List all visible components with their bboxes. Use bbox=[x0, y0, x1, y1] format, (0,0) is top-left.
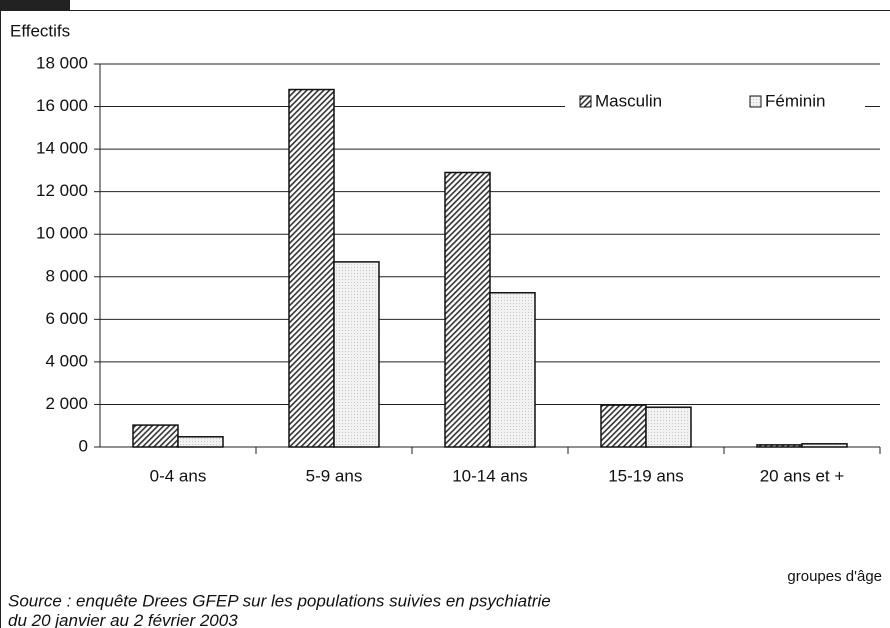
y-tick-label: 16 000 bbox=[36, 96, 88, 115]
y-tick-label: 2 000 bbox=[45, 394, 88, 413]
source-note: du 20 janvier au 2 février 2003 bbox=[8, 611, 238, 628]
bar bbox=[645, 406, 692, 448]
x-tick-label: 10-14 ans bbox=[452, 466, 528, 485]
x-tick-label: 5-9 ans bbox=[306, 466, 363, 485]
bar bbox=[444, 171, 491, 448]
x-axis-label: groupes d'âge bbox=[787, 568, 882, 585]
y-tick-label: 4 000 bbox=[45, 351, 88, 370]
x-tick-label: 20 ans et + bbox=[760, 466, 845, 485]
legend-label: Féminin bbox=[765, 91, 825, 110]
source-note: Source : enquête Drees GFEP sur les popu… bbox=[8, 591, 551, 610]
y-axis-label: Effectifs bbox=[10, 21, 70, 40]
bar bbox=[333, 261, 380, 448]
x-tick-label: 0-4 ans bbox=[150, 466, 207, 485]
bar bbox=[600, 404, 647, 448]
y-tick-label: 10 000 bbox=[36, 224, 88, 243]
y-tick-label: 0 bbox=[79, 436, 88, 455]
y-tick-label: 8 000 bbox=[45, 266, 88, 285]
bar bbox=[756, 444, 803, 448]
bar bbox=[288, 88, 335, 448]
x-tick-label: 15-19 ans bbox=[608, 466, 684, 485]
bar bbox=[177, 436, 224, 448]
bar bbox=[489, 291, 536, 448]
y-tick-label: 6 000 bbox=[45, 309, 88, 328]
legend-label: Masculin bbox=[595, 91, 662, 110]
bar bbox=[132, 424, 179, 448]
y-tick-label: 14 000 bbox=[36, 139, 88, 158]
y-tick-label: 12 000 bbox=[36, 181, 88, 200]
corner-tab bbox=[0, 0, 70, 11]
legend-swatch bbox=[749, 95, 762, 108]
legend-bg bbox=[565, 84, 865, 120]
legend-swatch bbox=[579, 95, 592, 108]
y-tick-label: 18 000 bbox=[36, 53, 88, 72]
bar bbox=[801, 443, 848, 448]
